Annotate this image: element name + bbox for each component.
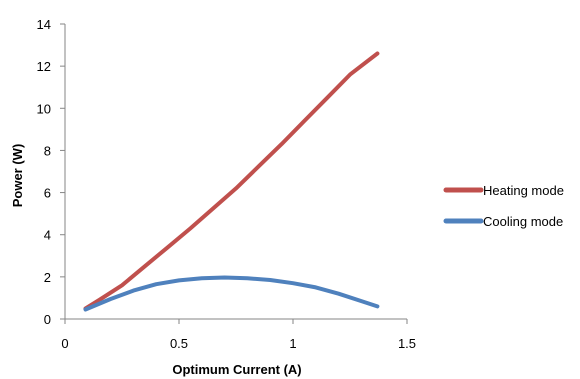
legend: Heating mode Cooling mode: [443, 183, 564, 229]
x-tick-label: 0.5: [170, 336, 188, 351]
y-tick-label: 10: [37, 101, 51, 116]
x-axis-title: Optimum Current (A): [172, 362, 301, 377]
y-tick-label: 4: [44, 228, 51, 243]
legend-label-heating-mode: Heating mode: [483, 183, 564, 198]
series-lines: [83, 51, 380, 312]
y-ticks: 0 2 4 6 8 10 12 14: [37, 17, 65, 327]
y-tick-label: 6: [44, 186, 51, 201]
x-tick-label: 1.5: [398, 336, 416, 351]
heating-mode-line: [83, 51, 380, 311]
x-tick-label: 1: [289, 336, 296, 351]
axes: [64, 24, 407, 320]
y-tick-label: 14: [37, 17, 51, 32]
y-tick-label: 2: [44, 270, 51, 285]
y-tick-label: 12: [37, 59, 51, 74]
y-tick-label: 8: [44, 143, 51, 158]
x-tick-label: 0: [61, 336, 68, 351]
legend-label-cooling-mode: Cooling mode: [483, 214, 563, 229]
x-ticks: 0 0.5 1 1.5: [61, 319, 416, 351]
cooling-mode-line: [83, 275, 380, 312]
y-tick-label: 0: [44, 312, 51, 327]
y-axis-title: Power (W): [10, 144, 25, 208]
